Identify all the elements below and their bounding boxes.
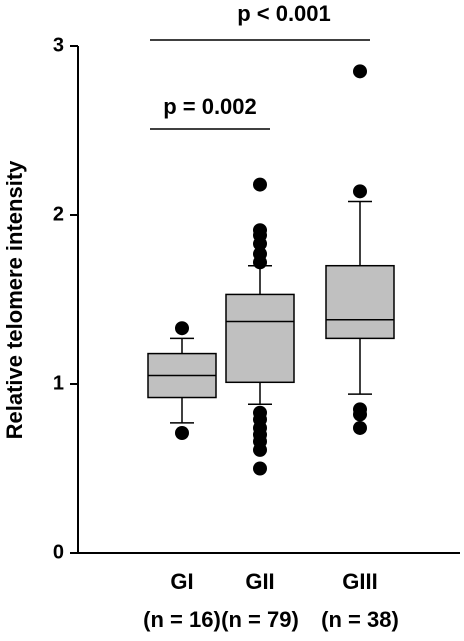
x-tick-label: GIII bbox=[342, 569, 377, 594]
x-tick-label: GI bbox=[170, 569, 193, 594]
n-label: (n = 79) bbox=[221, 607, 299, 632]
x-tick-label: GII bbox=[245, 569, 274, 594]
outlier bbox=[253, 255, 267, 270]
outlier bbox=[253, 236, 267, 251]
n-label: (n = 16) bbox=[143, 607, 221, 632]
annotation: p < 0.001 bbox=[237, 1, 331, 26]
y-tick-label: 1 bbox=[53, 372, 64, 394]
annotation: p = 0.002 bbox=[163, 94, 257, 119]
box bbox=[225, 293, 295, 384]
outlier bbox=[253, 442, 267, 457]
outlier bbox=[175, 321, 189, 336]
outlier bbox=[353, 184, 367, 199]
outlier bbox=[253, 461, 267, 476]
n-label: (n = 38) bbox=[321, 607, 399, 632]
y-axis-label: Relative telomere intensity bbox=[2, 160, 27, 440]
outlier bbox=[253, 177, 267, 192]
y-tick-label: 2 bbox=[53, 203, 64, 225]
outlier bbox=[353, 407, 367, 422]
box bbox=[325, 264, 395, 340]
outlier bbox=[175, 426, 189, 441]
outlier bbox=[353, 64, 367, 79]
outlier bbox=[353, 420, 367, 435]
y-tick-label: 3 bbox=[53, 34, 64, 56]
y-tick-label: 0 bbox=[53, 541, 64, 563]
